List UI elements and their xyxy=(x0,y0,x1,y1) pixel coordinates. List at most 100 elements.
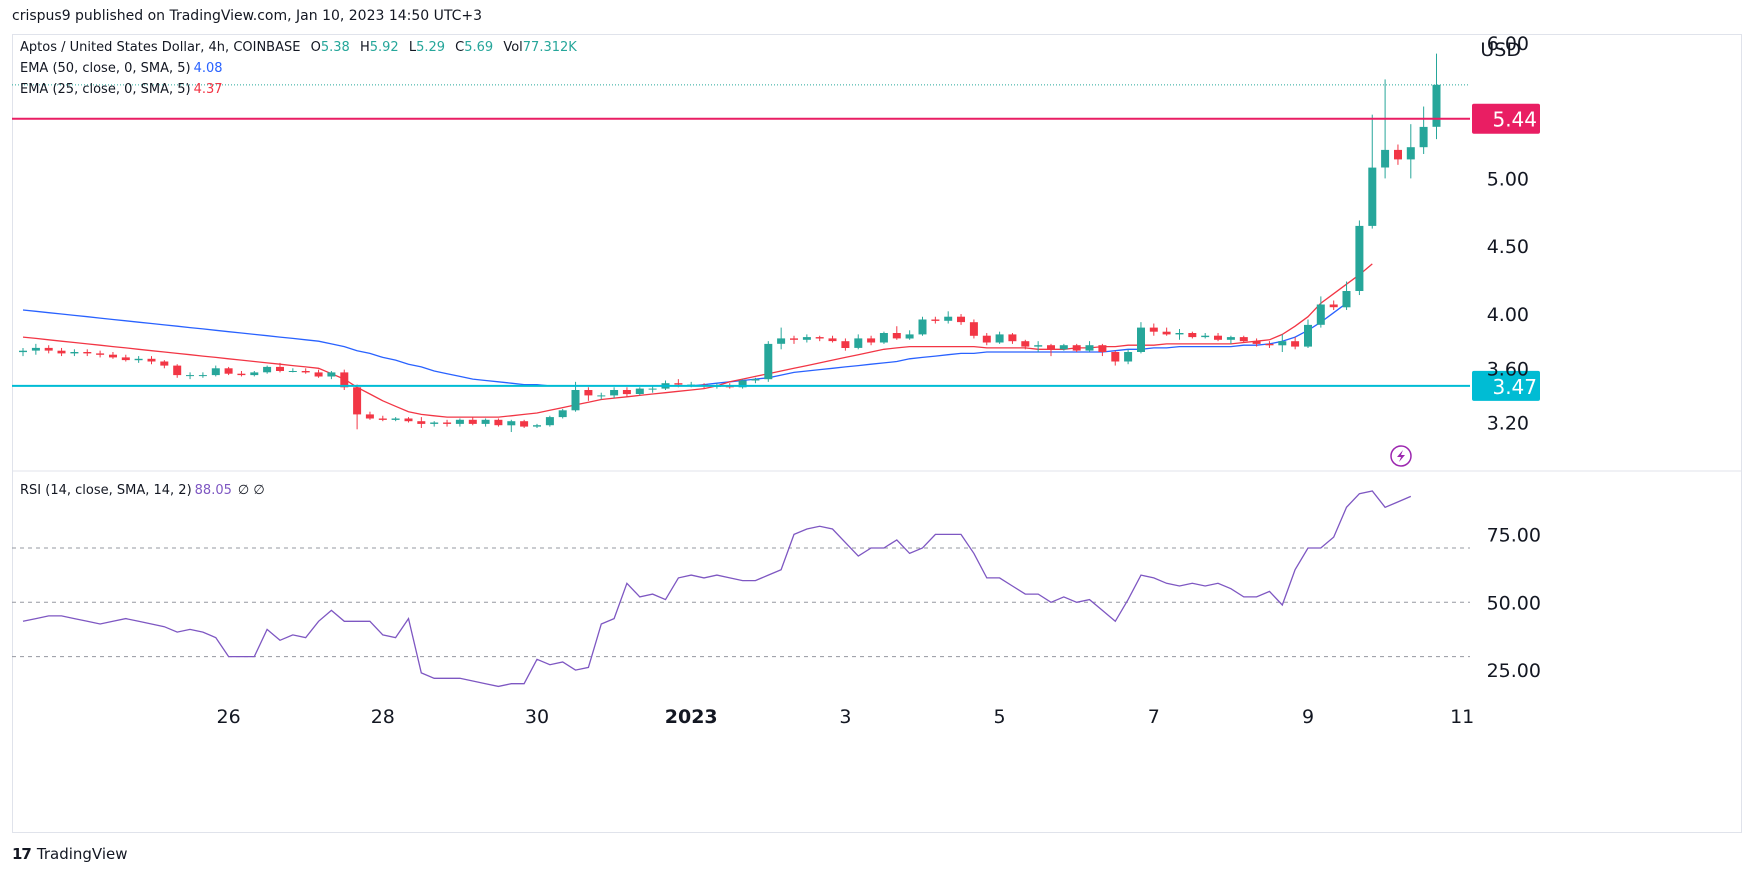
candle xyxy=(1342,281,1351,310)
candle-body xyxy=(417,421,426,424)
candle-body xyxy=(1034,345,1043,347)
candle xyxy=(1149,323,1158,336)
ohlc-volume-key: Vol xyxy=(503,40,523,55)
lightning-glyph-icon xyxy=(1397,450,1405,462)
candle xyxy=(1304,319,1312,348)
candle-body xyxy=(944,316,953,321)
candle-body xyxy=(571,390,580,411)
time-tick-label: 9 xyxy=(1302,706,1314,728)
candle-body xyxy=(1098,345,1107,352)
candle xyxy=(301,368,310,374)
candle-body xyxy=(391,418,400,420)
ema25-label[interactable]: EMA (25, close, 0, SMA, 5) xyxy=(20,82,191,97)
candle xyxy=(1137,322,1145,354)
candle-body xyxy=(468,419,477,424)
candle xyxy=(1394,144,1402,165)
candle-body xyxy=(1304,324,1312,347)
candle-body xyxy=(198,375,207,377)
candle-body xyxy=(430,422,439,424)
candle xyxy=(1085,341,1094,353)
candle xyxy=(430,421,439,427)
candle-body xyxy=(1252,341,1261,344)
candle-body xyxy=(224,368,233,374)
candle-body xyxy=(44,347,53,351)
candle-body xyxy=(481,419,490,424)
price-axis-unit: USD xyxy=(1480,39,1521,61)
candle-body xyxy=(1265,343,1274,346)
candle xyxy=(19,347,27,357)
candle xyxy=(121,354,130,362)
time-tick-label: 3 xyxy=(839,706,851,728)
candle xyxy=(995,331,1004,344)
candle-body xyxy=(353,387,362,415)
candle xyxy=(276,362,284,373)
candle xyxy=(1162,327,1171,336)
candle-body xyxy=(1226,337,1235,340)
price-tick-label: 3.20 xyxy=(1487,413,1529,435)
candle xyxy=(1252,338,1261,347)
candle xyxy=(931,316,940,324)
candle-body xyxy=(1329,304,1338,308)
candle-body xyxy=(121,357,130,361)
ohlc-close-value: 5.69 xyxy=(464,40,494,55)
candle-body xyxy=(1149,327,1158,332)
candle-body xyxy=(751,379,760,381)
rsi-label[interactable]: RSI (14, close, SMA, 14, 2) xyxy=(20,483,192,498)
candle-body xyxy=(1355,225,1364,291)
candle-body xyxy=(931,319,940,321)
tradingview-logo-icon: 17 xyxy=(12,845,32,863)
candle-body xyxy=(1201,335,1210,338)
footer-brand[interactable]: TradingView xyxy=(36,845,128,863)
candle xyxy=(134,356,143,363)
price-tick-label: 5.00 xyxy=(1487,168,1529,190)
candle xyxy=(1047,343,1055,357)
symbol-line[interactable]: Aptos / United States Dollar, 4h, COINBA… xyxy=(20,40,301,55)
rsi-value: 88.05 xyxy=(194,483,232,498)
candle xyxy=(327,370,336,380)
candle xyxy=(1226,335,1235,344)
ohlc-open-key: O xyxy=(310,40,321,55)
candle-body xyxy=(635,388,644,394)
candle xyxy=(1419,106,1428,154)
candle-body xyxy=(738,380,747,388)
candle-body xyxy=(109,354,117,358)
candle-body xyxy=(1059,345,1068,350)
candle xyxy=(96,350,105,358)
candle-body xyxy=(31,347,40,351)
candle-body xyxy=(1072,345,1081,351)
candle xyxy=(1278,334,1287,353)
candle xyxy=(1188,331,1197,339)
candle xyxy=(1059,343,1068,351)
candle xyxy=(198,372,207,378)
resistance-price-label: 5.44 xyxy=(1492,108,1537,132)
candle xyxy=(1098,343,1107,357)
footer: 17 TradingView xyxy=(12,843,128,865)
candle xyxy=(867,335,876,346)
candle-body xyxy=(1394,149,1402,160)
candle xyxy=(70,349,79,357)
candle xyxy=(468,417,477,426)
candle xyxy=(828,335,837,343)
candle-body xyxy=(1162,331,1171,335)
candle-body xyxy=(378,418,387,420)
candle-body xyxy=(250,372,259,376)
candle-body xyxy=(1316,304,1325,325)
candle xyxy=(610,387,619,399)
candle xyxy=(648,385,657,393)
candle xyxy=(635,387,644,396)
ema25-value: 4.37 xyxy=(193,82,223,97)
candle-body xyxy=(1278,341,1287,346)
ema50-label[interactable]: EMA (50, close, 0, SMA, 5) xyxy=(20,61,191,76)
candle xyxy=(83,349,92,357)
candle-body xyxy=(648,388,657,390)
candle-body xyxy=(995,334,1004,343)
candle-body xyxy=(301,371,310,373)
candle-body xyxy=(1137,327,1145,352)
candle xyxy=(186,372,194,380)
candle-body xyxy=(1047,345,1055,350)
candle xyxy=(1124,349,1133,365)
candle-body xyxy=(828,338,837,342)
candle xyxy=(288,368,297,373)
support-price-tag xyxy=(1472,370,1540,401)
